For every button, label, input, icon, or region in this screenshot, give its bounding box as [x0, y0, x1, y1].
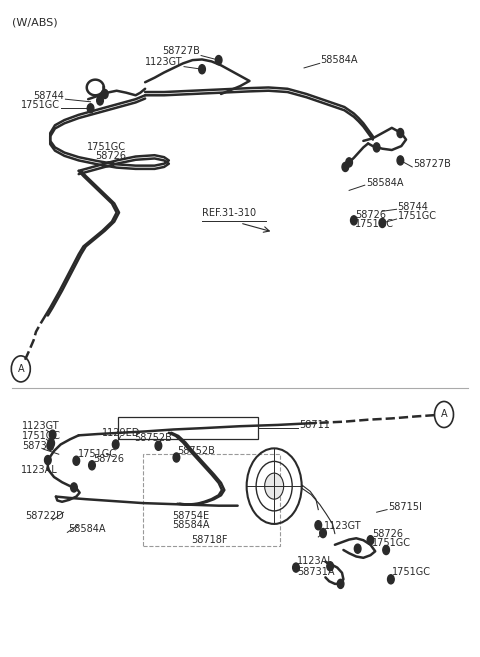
Circle shape — [45, 455, 51, 464]
Circle shape — [199, 64, 205, 74]
Circle shape — [48, 439, 55, 447]
Text: 58584A: 58584A — [321, 55, 358, 65]
Circle shape — [397, 156, 404, 165]
Text: 1751GC: 1751GC — [372, 538, 411, 548]
Circle shape — [354, 544, 361, 553]
Text: 58584A: 58584A — [366, 179, 403, 189]
Text: 58718F: 58718F — [192, 535, 228, 545]
Text: 58726: 58726 — [93, 454, 124, 464]
Circle shape — [71, 483, 77, 492]
Text: 58584A: 58584A — [68, 524, 106, 533]
Circle shape — [89, 461, 96, 470]
Circle shape — [337, 579, 344, 589]
Text: 58711: 58711 — [300, 420, 330, 430]
Text: 1751GC: 1751GC — [87, 142, 126, 152]
Text: REF.31-310: REF.31-310 — [202, 208, 256, 218]
Text: 58744: 58744 — [34, 91, 64, 101]
Text: 58726: 58726 — [95, 151, 126, 161]
Text: 58727B: 58727B — [162, 45, 200, 56]
Circle shape — [293, 563, 300, 572]
Text: 58754E: 58754E — [173, 511, 210, 522]
Circle shape — [383, 545, 389, 555]
Circle shape — [342, 162, 348, 171]
Circle shape — [96, 96, 103, 105]
Circle shape — [320, 528, 326, 537]
Text: 58726: 58726 — [372, 529, 403, 539]
Text: 1123AL: 1123AL — [21, 465, 58, 475]
Circle shape — [367, 535, 374, 545]
Circle shape — [112, 440, 119, 449]
Circle shape — [216, 56, 222, 64]
Text: 1751GC: 1751GC — [392, 567, 431, 577]
Text: 58715I: 58715I — [388, 501, 422, 512]
Circle shape — [315, 521, 322, 530]
Circle shape — [350, 215, 357, 225]
Text: 58731A: 58731A — [297, 567, 335, 577]
Circle shape — [387, 575, 394, 584]
Circle shape — [73, 456, 80, 465]
Circle shape — [47, 442, 54, 450]
Circle shape — [264, 473, 284, 499]
Circle shape — [49, 430, 56, 440]
Text: (W/ABS): (W/ABS) — [12, 17, 58, 27]
Text: 1751GC: 1751GC — [78, 449, 117, 459]
Text: 1123GT: 1123GT — [145, 57, 183, 67]
Circle shape — [346, 158, 352, 167]
Text: 1751GC: 1751GC — [21, 101, 60, 110]
Text: 1123GT: 1123GT — [22, 422, 60, 432]
Text: 1751GC: 1751GC — [22, 431, 61, 442]
Text: 1129ED: 1129ED — [102, 428, 141, 438]
Circle shape — [155, 442, 162, 450]
Text: A: A — [17, 364, 24, 374]
Circle shape — [373, 143, 380, 152]
Text: 58722D: 58722D — [25, 510, 64, 521]
Circle shape — [173, 453, 180, 462]
Circle shape — [379, 218, 385, 227]
Circle shape — [397, 129, 404, 137]
Text: 1751GC: 1751GC — [397, 211, 436, 221]
Text: 58727B: 58727B — [413, 159, 451, 169]
Text: 1123AL: 1123AL — [297, 556, 334, 566]
Text: 58752B: 58752B — [135, 432, 172, 443]
Circle shape — [327, 562, 334, 571]
Circle shape — [101, 89, 108, 99]
Circle shape — [87, 104, 94, 113]
Text: 58726: 58726 — [355, 210, 386, 219]
Text: 58752B: 58752B — [178, 446, 215, 456]
Text: 1751GC: 1751GC — [355, 219, 394, 229]
Text: 58732: 58732 — [22, 441, 53, 451]
Text: 58584A: 58584A — [173, 520, 210, 530]
Text: 58744: 58744 — [397, 202, 428, 212]
Text: 1123GT: 1123GT — [324, 521, 362, 531]
Text: A: A — [441, 409, 447, 419]
